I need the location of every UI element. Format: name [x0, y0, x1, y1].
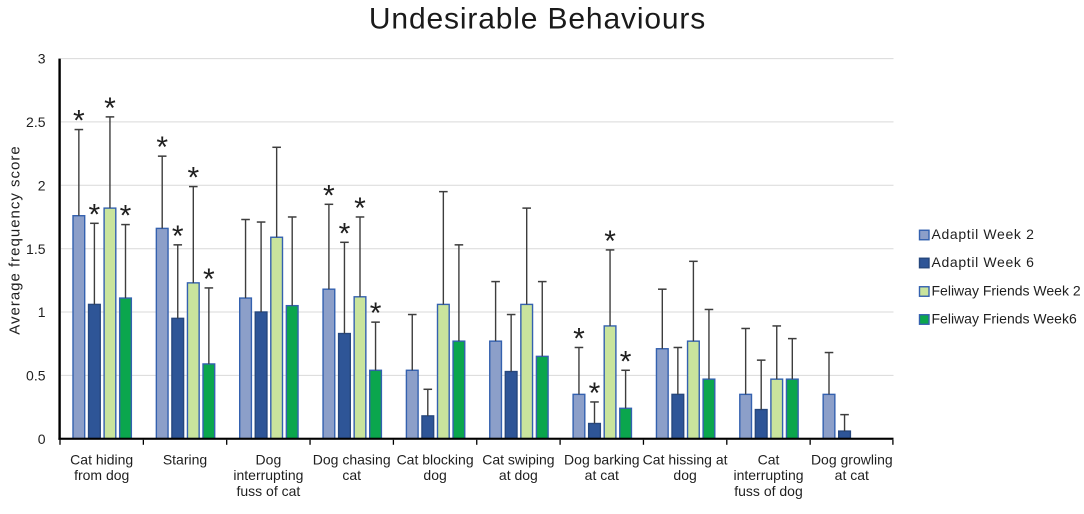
- svg-text:from dog: from dog: [74, 467, 129, 483]
- svg-text:*: *: [620, 345, 632, 378]
- svg-text:*: *: [73, 105, 85, 138]
- svg-text:*: *: [339, 217, 351, 250]
- svg-text:Cat hiding: Cat hiding: [70, 452, 133, 468]
- svg-text:*: *: [172, 220, 184, 253]
- svg-text:dog: dog: [423, 467, 446, 483]
- svg-text:Average frequency score: Average frequency score: [7, 145, 24, 335]
- svg-text:Cat blocking: Cat blocking: [397, 452, 474, 468]
- svg-text:interrupting: interrupting: [733, 467, 803, 483]
- svg-text:*: *: [120, 200, 132, 233]
- svg-text:1: 1: [38, 304, 46, 320]
- svg-text:Feliway Friends Week6: Feliway Friends Week6: [932, 311, 1077, 327]
- svg-text:at cat: at cat: [835, 467, 869, 483]
- svg-text:*: *: [354, 192, 366, 225]
- svg-text:Feliway Friends Week 2: Feliway Friends Week 2: [932, 283, 1081, 299]
- svg-text:2: 2: [38, 177, 46, 193]
- svg-text:at cat: at cat: [585, 467, 619, 483]
- svg-text:*: *: [187, 162, 199, 195]
- svg-text:Dog chasing: Dog chasing: [313, 452, 391, 468]
- svg-text:fuss of dog: fuss of dog: [734, 483, 803, 499]
- svg-text:Dog growling: Dog growling: [811, 452, 893, 468]
- svg-text:*: *: [104, 92, 116, 125]
- svg-text:Cat swiping: Cat swiping: [482, 452, 554, 468]
- svg-text:cat: cat: [342, 467, 361, 483]
- svg-text:dog: dog: [673, 467, 696, 483]
- svg-text:*: *: [203, 263, 215, 296]
- svg-text:0.5: 0.5: [26, 368, 46, 384]
- svg-text:*: *: [89, 198, 101, 231]
- svg-text:fuss of cat: fuss of cat: [236, 483, 300, 499]
- svg-text:3: 3: [38, 51, 46, 67]
- svg-text:Cat hissing at: Cat hissing at: [643, 452, 728, 468]
- svg-text:2.5: 2.5: [26, 114, 46, 130]
- svg-text:*: *: [323, 179, 335, 212]
- svg-text:at dog: at dog: [499, 467, 538, 483]
- svg-text:*: *: [589, 377, 601, 410]
- svg-text:*: *: [604, 225, 616, 258]
- svg-text:Cat: Cat: [758, 452, 780, 468]
- svg-text:Undesirable Behaviours: Undesirable Behaviours: [369, 3, 706, 36]
- svg-text:1.5: 1.5: [26, 241, 46, 257]
- svg-text:interrupting: interrupting: [233, 467, 303, 483]
- svg-text:Dog: Dog: [256, 452, 282, 468]
- svg-text:Adaptil Week 2: Adaptil Week 2: [932, 226, 1035, 242]
- svg-text:*: *: [156, 131, 168, 164]
- svg-text:0: 0: [38, 431, 46, 447]
- svg-text:Adaptil Week 6: Adaptil Week 6: [932, 254, 1035, 270]
- svg-text:Dog barking: Dog barking: [564, 452, 640, 468]
- svg-text:Staring: Staring: [163, 452, 207, 468]
- svg-text:*: *: [573, 322, 585, 355]
- svg-text:*: *: [370, 297, 382, 330]
